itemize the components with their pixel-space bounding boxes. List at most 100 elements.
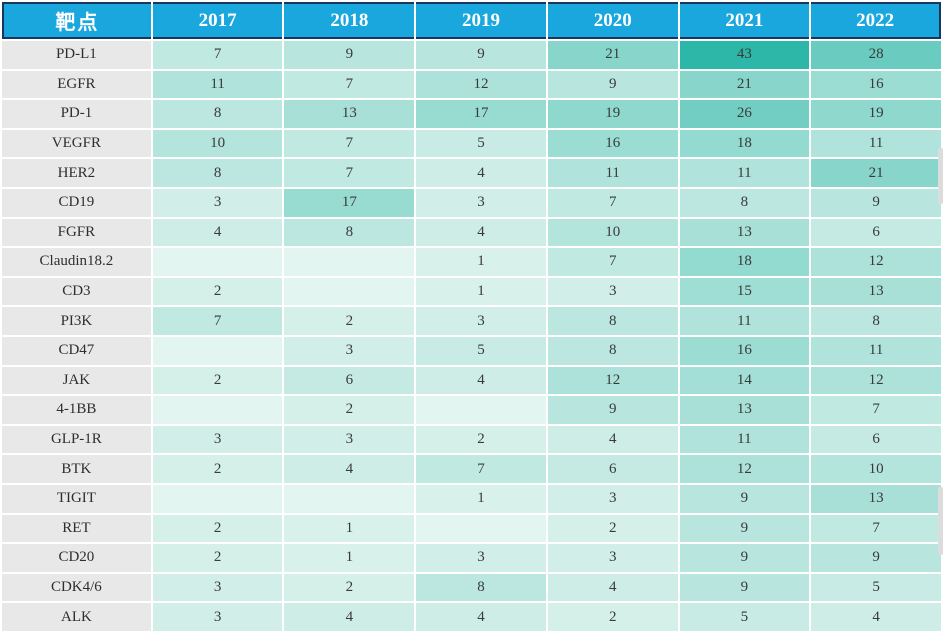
heatmap-cell: 4 [416,366,546,395]
heatmap-cell: 5 [679,603,810,631]
heatmap-cell: 7 [547,248,678,276]
heatmap-cell: 15 [679,277,810,306]
table-row: HER2 8 7 4 11 11 21 [2,159,941,187]
heatmap-cell: 12 [416,70,546,99]
heatmap-cell: 4 [547,573,678,602]
scrollbar-fragment-top[interactable] [938,148,943,204]
heatmap-cell: 21 [547,41,678,69]
heatmap-cell: 9 [416,41,546,69]
heatmap-cell: 21 [811,159,941,187]
row-label: ALK [2,603,151,631]
heatmap-cell: 11 [811,336,941,365]
heatmap-cell: 6 [811,218,941,247]
heatmap-cell: 12 [811,366,941,395]
row-label: 4-1BB [2,396,151,424]
heatmap-body: PD-L1 7 9 9 21 43 28 EGFR 11 7 12 9 21 16 PD-1 8 13 17 19 2… [2,41,941,631]
heatmap-cell: 2 [152,366,283,395]
heatmap-cell: 8 [547,336,678,365]
column-header-year: 2022 [811,2,941,39]
table-row: JAK 2 6 4 12 14 12 [2,366,941,395]
heatmap-cell [152,396,283,424]
heatmap-cell: 5 [416,336,546,365]
row-label: FGFR [2,218,151,247]
table-row: Claudin18.2 1 7 18 12 [2,248,941,276]
heatmap-cell: 12 [811,248,941,276]
row-label: PD-1 [2,100,151,128]
table-row: CDK4/6 3 2 8 4 9 5 [2,573,941,602]
heatmap-cell: 3 [152,573,283,602]
heatmap-cell: 7 [152,41,283,69]
heatmap-cell: 3 [416,188,546,217]
heatmap-cell: 12 [679,455,810,483]
heatmap-cell: 11 [152,70,283,99]
heatmap-cell: 10 [811,455,941,483]
heatmap-cell: 2 [284,396,415,424]
heatmap-cell: 8 [679,188,810,217]
heatmap-cell: 3 [547,484,678,513]
heatmap-cell: 19 [547,100,678,128]
row-label: TIGIT [2,484,151,513]
heatmap-cell: 3 [416,307,546,335]
heatmap-cell [152,336,283,365]
heatmap-cell: 12 [547,366,678,395]
heatmap-cell: 3 [152,425,283,454]
heatmap-cell: 7 [416,455,546,483]
row-label: CD19 [2,188,151,217]
heatmap-cell: 10 [152,129,283,158]
heatmap-cell: 13 [811,484,941,513]
heatmap-cell: 7 [547,188,678,217]
heatmap-cell: 8 [811,307,941,335]
heatmap-cell: 2 [284,573,415,602]
table-row: PI3K 7 2 3 8 11 8 [2,307,941,335]
heatmap-cell: 2 [284,307,415,335]
table-row: BTK 2 4 7 6 12 10 [2,455,941,483]
heatmap-cell: 1 [284,544,415,572]
row-label: RET [2,514,151,543]
row-label: BTK [2,455,151,483]
heatmap-cell: 2 [547,514,678,543]
heatmap-cell: 11 [547,159,678,187]
heatmap-cell: 7 [811,396,941,424]
heatmap-cell [152,484,283,513]
heatmap-cell: 10 [547,218,678,247]
row-label: VEGFR [2,129,151,158]
scrollbar-fragment-bottom[interactable] [938,487,943,555]
heatmap-cell: 3 [547,277,678,306]
row-label: GLP-1R [2,425,151,454]
heatmap-cell [416,514,546,543]
heatmap-cell: 4 [284,455,415,483]
table-row: PD-1 8 13 17 19 26 19 [2,100,941,128]
heatmap-cell: 2 [152,455,283,483]
heatmap-cell: 9 [679,484,810,513]
heatmap-cell: 16 [811,70,941,99]
table-row: ALK 3 4 4 2 5 4 [2,603,941,631]
heatmap-cell: 4 [416,159,546,187]
heatmap-cell: 2 [152,544,283,572]
heatmap-cell: 14 [679,366,810,395]
heatmap-cell: 3 [284,336,415,365]
table-row: FGFR 4 8 4 10 13 6 [2,218,941,247]
heatmap-cell: 4 [416,603,546,631]
table-row: 4-1BB 2 9 13 7 [2,396,941,424]
heatmap-cell: 11 [679,159,810,187]
heatmap-cell: 2 [152,514,283,543]
table-row: GLP-1R 3 3 2 4 11 6 [2,425,941,454]
row-label: JAK [2,366,151,395]
heatmap-cell: 11 [679,307,810,335]
heatmap-cell: 9 [284,41,415,69]
column-header-year: 2019 [416,2,546,39]
heatmap-cell: 19 [811,100,941,128]
row-label: CD3 [2,277,151,306]
heatmap-cell: 3 [152,188,283,217]
heatmap-cell: 13 [679,218,810,247]
heatmap-cell: 7 [284,129,415,158]
heatmap-cell: 7 [284,70,415,99]
heatmap-cell [152,248,283,276]
heatmap-cell: 9 [679,514,810,543]
heatmap-cell: 6 [547,455,678,483]
heatmap-cell: 3 [284,425,415,454]
table-row: PD-L1 7 9 9 21 43 28 [2,41,941,69]
heatmap-cell [284,277,415,306]
heatmap-cell: 17 [284,188,415,217]
row-label: CDK4/6 [2,573,151,602]
